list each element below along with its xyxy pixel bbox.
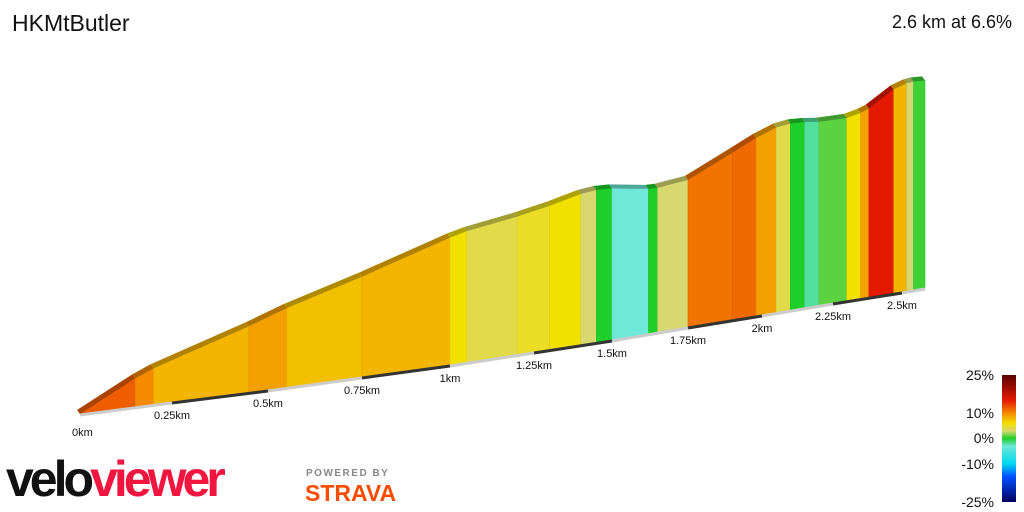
gradient-segment <box>153 325 250 405</box>
gradient-segment <box>906 81 914 292</box>
legend-label: 25% <box>966 367 994 383</box>
segment-top-surface <box>593 184 612 191</box>
segment-top-surface <box>654 175 688 188</box>
segment-top-surface <box>787 117 805 124</box>
gradient-segment <box>516 205 550 355</box>
legend-label: -25% <box>961 494 994 510</box>
gradient-segment <box>913 80 926 291</box>
distance-scale-band <box>611 326 689 343</box>
segment-top-surface <box>729 133 757 153</box>
gradient-segment <box>611 188 649 341</box>
x-tick-label: 1.75km <box>670 335 706 347</box>
x-tick-label: 0.5km <box>253 398 283 410</box>
segment-top-surface <box>903 77 914 84</box>
x-tick-label: 0.25km <box>154 410 190 422</box>
distance-scale-band <box>79 401 173 417</box>
segment-top-surface <box>546 189 581 206</box>
gradient-segment <box>755 126 777 317</box>
segment-top-surface <box>843 108 861 118</box>
gradient-legend-bar <box>1002 375 1016 502</box>
gradient-segment <box>775 122 791 313</box>
segment-top-surface <box>645 183 658 189</box>
distance-scale-band <box>449 351 535 368</box>
gradient-segment <box>580 189 597 346</box>
distance-scale-band <box>901 287 926 295</box>
gradient-segment <box>549 193 582 350</box>
segment-top-surface <box>447 227 467 238</box>
x-tick-label: 2km <box>752 323 773 335</box>
segment-top-surface <box>773 119 791 128</box>
x-tick-label: 0km <box>72 427 93 439</box>
distance-scale-band <box>761 302 834 318</box>
segment-top-surface <box>245 304 287 327</box>
segment-top-surface <box>609 184 649 189</box>
segment-top-surface <box>359 233 450 277</box>
legend-label: 0% <box>974 430 994 446</box>
segment-top-surface <box>577 186 597 194</box>
segment-top-surface <box>132 364 154 379</box>
legend-label: 10% <box>966 405 994 421</box>
gradient-segment <box>466 216 518 363</box>
segment-top-surface <box>77 374 136 414</box>
distance-scale-band <box>171 389 269 405</box>
gradient-segment <box>687 152 733 328</box>
distance-scale-band <box>832 291 903 306</box>
segment-top-surface <box>463 212 518 232</box>
x-tick-label: 1.5km <box>597 348 627 360</box>
distance-scale-band <box>687 314 763 330</box>
segment-top-surface <box>801 117 819 122</box>
gradient-segment <box>449 230 468 366</box>
segment-top-surface <box>283 272 362 309</box>
gradient-segment <box>804 121 820 309</box>
segment-top-surface <box>890 79 907 90</box>
gradient-segment <box>893 82 907 294</box>
segment-summary: 2.6 km at 6.6% <box>891 12 1012 32</box>
segment-title: HKMtButler <box>12 10 130 36</box>
distance-scale-band <box>361 364 451 380</box>
gradient-segment <box>286 276 363 388</box>
powered-by-label: POWERED BY <box>306 468 390 479</box>
segment-top-surface <box>685 148 733 180</box>
segment-top-surface <box>857 104 869 113</box>
x-tick-label: 1km <box>440 373 461 385</box>
segment-top-surface <box>150 322 249 369</box>
gradient-segment <box>648 187 658 335</box>
segment-top-surface <box>910 76 925 82</box>
gradient-segment <box>596 188 613 343</box>
distance-scale-band <box>267 376 363 393</box>
x-tick-label: 1.25km <box>516 360 552 372</box>
x-tick-label: 2.25km <box>815 311 851 323</box>
x-tick-label: 2.5km <box>887 300 917 312</box>
gradient-segment <box>790 121 805 311</box>
strava-logo[interactable]: STRAVA <box>305 480 397 506</box>
gradient-segment <box>361 237 451 378</box>
segment-top-surface <box>865 85 894 109</box>
legend-label: -10% <box>961 456 994 472</box>
gradient-segment <box>860 108 870 299</box>
gradient-segment <box>868 88 895 298</box>
gradient-segment <box>846 112 861 302</box>
distance-scale-band <box>533 339 613 355</box>
gradient-segment <box>732 137 757 321</box>
x-tick-label: 0.75km <box>344 385 380 397</box>
segment-top-surface <box>815 113 847 122</box>
gradient-segment <box>818 117 848 306</box>
segment-top-surface <box>753 123 777 138</box>
gradient-segment <box>657 179 689 333</box>
segment-top-surface <box>514 201 550 217</box>
veloviewer-logo[interactable]: veloviewer <box>6 451 226 507</box>
